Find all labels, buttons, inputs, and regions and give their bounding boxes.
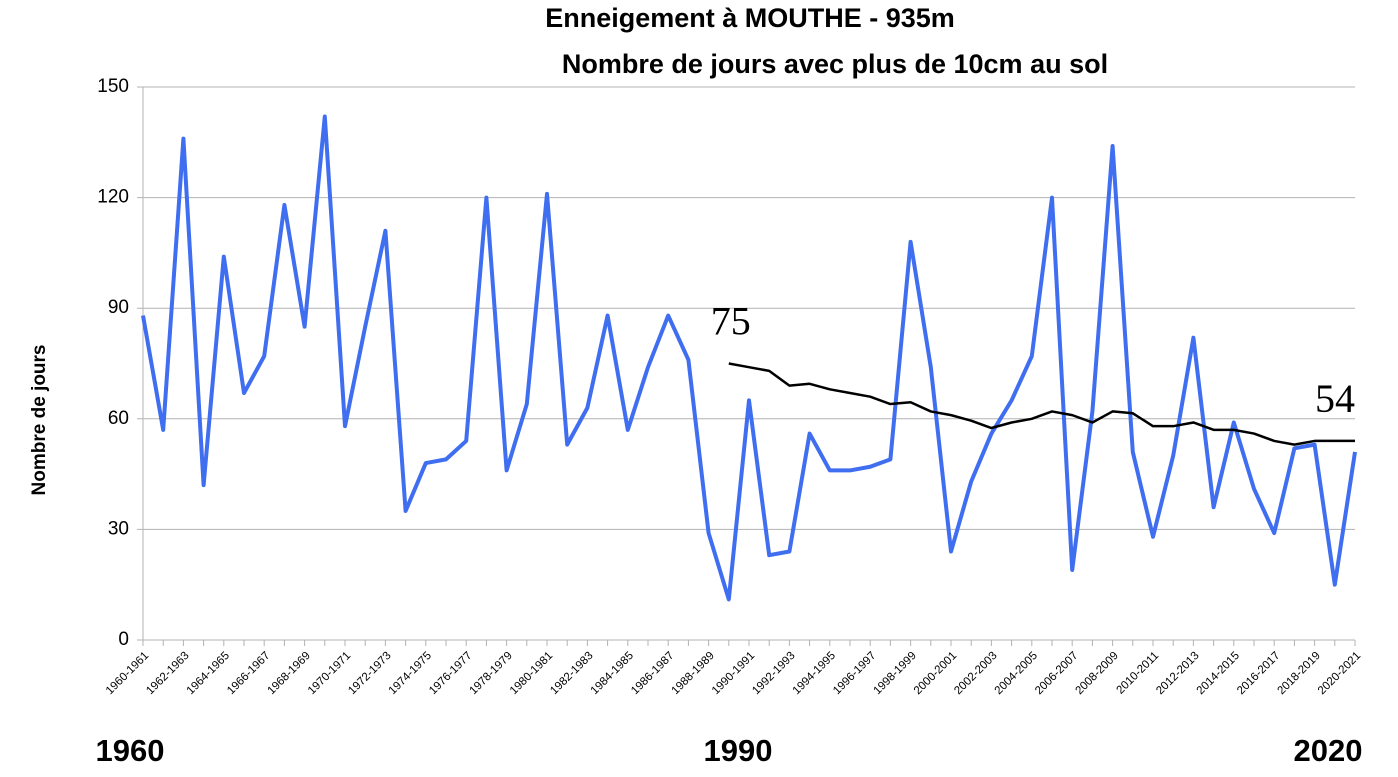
x-tick-label: 1984-1985 bbox=[589, 650, 636, 697]
y-tick-label: 90 bbox=[108, 297, 129, 318]
x-tick-label: 1992-1993 bbox=[750, 650, 797, 697]
x-tick-label: 2000-2001 bbox=[912, 650, 959, 697]
x-tick-label: 1976-1977 bbox=[427, 650, 474, 697]
x-tick-label: 1974-1975 bbox=[387, 650, 434, 697]
x-tick-label: 2014-2015 bbox=[1195, 650, 1242, 697]
x-tick-label: 2008-2009 bbox=[1073, 650, 1120, 697]
data-label: 54 bbox=[1315, 376, 1355, 421]
chart-title: Enneigement à MOUTHE - 935m bbox=[545, 3, 955, 33]
y-axis-label: Nombre de jours bbox=[29, 345, 50, 496]
x-tick-label: 1972-1973 bbox=[346, 650, 393, 697]
x-tick-label: 1960-1961 bbox=[104, 650, 151, 697]
x-tick-label: 2006-2007 bbox=[1033, 650, 1080, 697]
x-tick-label: 2012-2013 bbox=[1154, 650, 1201, 697]
x-tick-label: 1970-1971 bbox=[306, 650, 353, 697]
x-tick-label: 1988-1989 bbox=[669, 650, 716, 697]
x-tick-label: 1964-1965 bbox=[185, 650, 232, 697]
x-tick-label: 2002-2003 bbox=[952, 650, 999, 697]
x-tick-label: 1966-1967 bbox=[225, 650, 272, 697]
x-tick-label: 2004-2005 bbox=[993, 650, 1040, 697]
x-tick-label: 1978-1979 bbox=[467, 650, 514, 697]
x-tick-label: 1982-1983 bbox=[548, 650, 595, 697]
line-series bbox=[141, 114, 1357, 602]
x-tick-label: 1998-1999 bbox=[871, 650, 918, 697]
period-label: 2020 bbox=[1294, 733, 1363, 768]
x-tick-label: 1968-1969 bbox=[265, 650, 312, 697]
x-tick-label: 2016-2017 bbox=[1235, 650, 1282, 697]
y-tick-label: 0 bbox=[118, 629, 129, 650]
x-tick-label: 2018-2019 bbox=[1275, 650, 1322, 697]
x-tick-label: 1980-1981 bbox=[508, 650, 555, 697]
x-tick-label: 1990-1991 bbox=[710, 650, 757, 697]
x-tick-label: 1994-1995 bbox=[791, 650, 838, 697]
x-tick-label: 1996-1997 bbox=[831, 650, 878, 697]
x-tick-label: 1962-1963 bbox=[144, 650, 191, 697]
data-label: 75 bbox=[711, 299, 751, 344]
y-tick-label: 60 bbox=[108, 408, 129, 429]
chart-subtitle: Nombre de jours avec plus de 10cm au sol bbox=[562, 49, 1108, 79]
y-tick-label: 150 bbox=[97, 76, 129, 97]
x-tick-label: 2020-2021 bbox=[1316, 650, 1363, 697]
period-label: 1960 bbox=[96, 733, 165, 768]
y-tick-label: 30 bbox=[108, 518, 129, 539]
x-tick-label: 1986-1987 bbox=[629, 650, 676, 697]
y-tick-label: 120 bbox=[97, 187, 129, 208]
period-label: 1990 bbox=[704, 733, 773, 768]
line-series bbox=[728, 362, 1355, 446]
